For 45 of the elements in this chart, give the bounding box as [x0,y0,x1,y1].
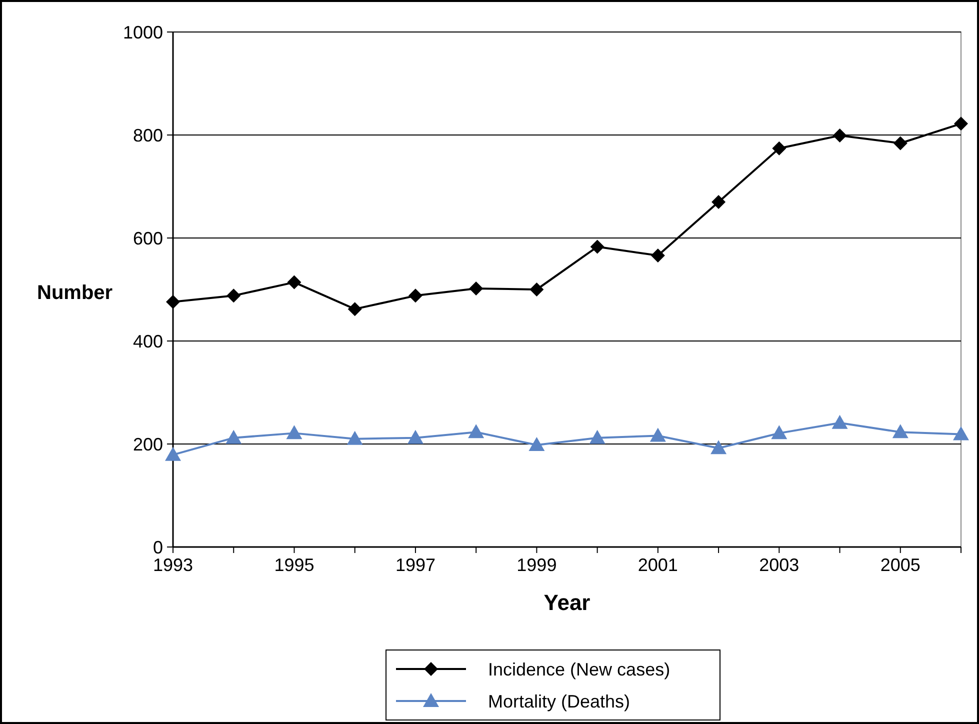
point [468,424,484,438]
x-tick-label: 1997 [395,555,436,575]
point [589,430,606,444]
point [892,424,908,438]
point [407,430,424,444]
point [530,282,544,296]
point [953,426,969,440]
y-tick-label: 600 [132,228,163,248]
point [893,136,908,150]
point [650,428,666,442]
point [832,128,847,143]
point [226,430,242,444]
point [590,240,604,254]
y-tick-label: 200 [132,434,163,454]
point [528,437,545,452]
point [772,141,786,156]
x-tick-label: 1993 [152,555,194,575]
x-tick-label: 2003 [759,555,800,575]
point [771,425,788,440]
y-axis-title: Number [37,282,113,304]
y-tick-label: 800 [132,125,163,146]
point [832,414,848,429]
point [954,116,968,131]
point [712,194,726,209]
point [286,425,302,440]
y-tick-label: 0 [152,537,163,558]
point [166,294,180,309]
point [165,446,181,461]
legend-label: Mortality (Deaths) [488,691,630,712]
x-axis-title: Year [544,590,591,615]
y-tick-label: 400 [132,331,163,352]
point [469,281,484,296]
x-tick-label: 1999 [516,555,557,575]
x-tick-label: 2005 [880,555,920,575]
point [650,248,665,263]
point [287,275,302,290]
legend-label: Incidence (New cases) [488,659,670,680]
point [408,288,422,303]
y-tick-label: 1000 [122,22,163,42]
x-tick-label: 2001 [638,555,678,575]
x-tick-label: 1995 [274,555,314,575]
point [710,440,727,454]
point [226,288,241,303]
point [348,302,362,316]
point [346,430,363,445]
